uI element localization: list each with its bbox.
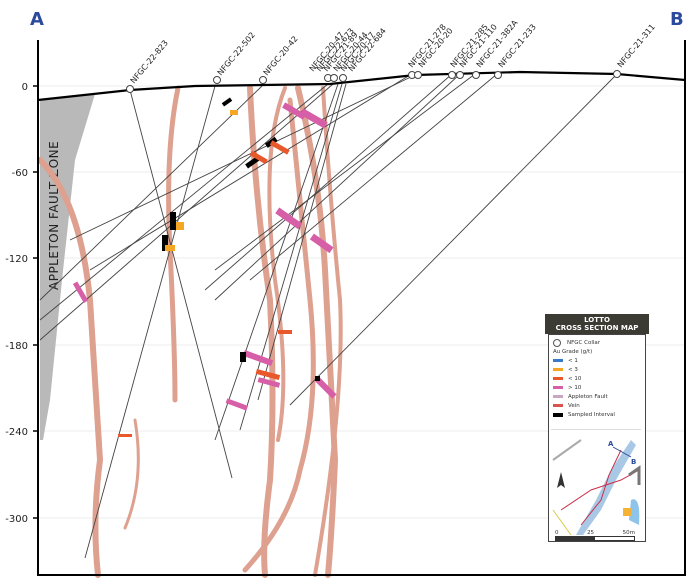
legend-collar-label: NFGC Collar [567, 339, 601, 346]
section-end-b: B [670, 9, 684, 30]
intercepts [72, 97, 337, 437]
legend-grade: > 10 [553, 383, 641, 392]
hole-labels: NFGC-22-823 NFGC-22-502 NFGC-20-42 NFGC-… [129, 18, 657, 85]
scale-bar: 0 25 50m [555, 530, 635, 541]
legend-grade: < 1 [553, 356, 641, 365]
legend-feature: Sampled Interval [553, 410, 641, 419]
legend: LOTTO CROSS SECTION MAP NFGC Collar Au G… [545, 314, 649, 554]
axis-frame [37, 40, 686, 576]
y-tick-label: -60 [12, 168, 28, 179]
swatch [553, 395, 563, 398]
y-tick-label: -180 [5, 341, 28, 352]
legend-title-line1: LOTTO [584, 316, 610, 324]
legend-collar: NFGC Collar [553, 338, 641, 347]
legend-grade-label: < 3 [568, 366, 578, 373]
y-tick-label: -240 [5, 427, 28, 438]
section-end-a: A [30, 9, 44, 30]
hole-label: NFGC-22-823 [129, 38, 170, 85]
y-tick-label: -120 [5, 254, 28, 265]
legend-feature-label: Sampled Interval [568, 411, 615, 418]
y-ticks [33, 85, 38, 519]
legend-feature: Appleton Fault [553, 392, 641, 401]
collar-icon [553, 338, 561, 347]
veins [37, 85, 343, 578]
location-minimap: A B [551, 429, 641, 536]
topography [37, 70, 686, 102]
hole-label: NFGC-21-311 [616, 22, 657, 69]
drill-traces [39, 73, 618, 559]
north-arrow-icon [557, 472, 565, 488]
fault-zone-label: APPLETON FAULT ZONE [47, 141, 61, 290]
brand-logo-icon [623, 508, 631, 516]
y-tick-label: -300 [5, 514, 28, 525]
gridlines [38, 85, 685, 519]
minimap-label-a: A [608, 440, 614, 448]
collars [126, 70, 621, 93]
hole-label: NFGC-22-502 [216, 30, 257, 77]
legend-grade-label: > 10 [568, 384, 582, 391]
legend-grade: < 10 [553, 374, 641, 383]
scale-label: 25 [587, 530, 595, 536]
legend-grade-label: < 1 [568, 357, 578, 364]
swatch [553, 404, 563, 407]
swatch [553, 377, 563, 380]
minimap-label-b: B [631, 458, 636, 466]
swatch [553, 368, 563, 371]
legend-grade-label: < 10 [568, 375, 582, 382]
swatch [553, 359, 563, 362]
legend-grade-heading: Au Grade (g/t) [553, 348, 593, 355]
scale-label: 0 [555, 530, 559, 536]
swatch [553, 386, 563, 389]
legend-feature-label: Appleton Fault [568, 393, 608, 400]
legend-feature-label: Vein [568, 402, 580, 409]
y-tick-label: 0 [22, 82, 28, 93]
swatch [553, 412, 563, 417]
legend-title-line2: CROSS SECTION MAP [555, 324, 639, 332]
legend-title: LOTTO CROSS SECTION MAP [545, 314, 649, 334]
hole-label: NFGC-20-42 [262, 34, 300, 77]
scale-label: 50m [622, 530, 635, 536]
legend-feature: Vein [553, 401, 641, 410]
legend-grade: < 3 [553, 365, 641, 374]
